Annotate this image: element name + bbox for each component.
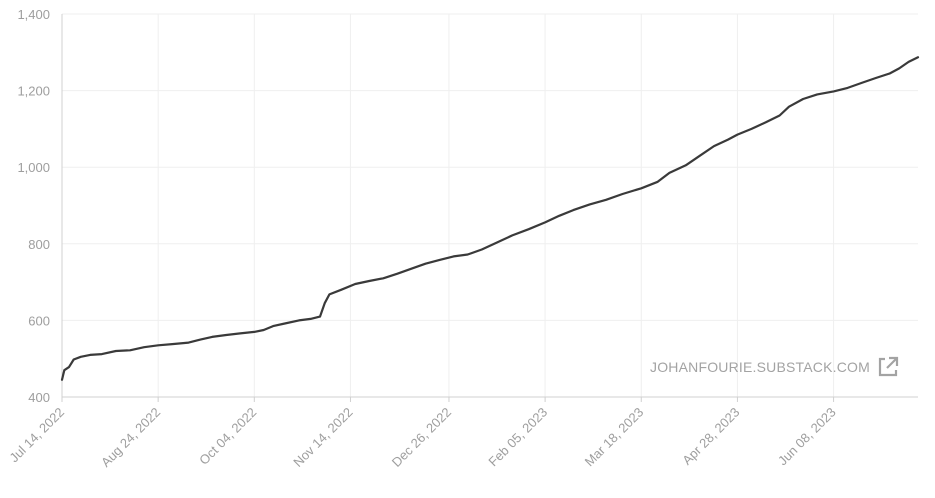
watermark[interactable]: JOHANFOURIE.SUBSTACK.COM — [650, 355, 900, 379]
external-link-icon — [878, 356, 899, 377]
x-tick-label: Mar 18, 2023 — [582, 405, 647, 470]
x-tick-label: Apr 28, 2023 — [679, 405, 742, 468]
x-tick-label: Nov 14, 2022 — [290, 405, 355, 470]
x-tick-label: Aug 24, 2022 — [98, 405, 163, 470]
y-tick-label: 600 — [28, 313, 50, 328]
chart-axes — [61, 14, 918, 402]
y-tick-label: 800 — [28, 237, 50, 252]
y-tick-label: 1,200 — [17, 84, 50, 99]
y-tick-label: 1,000 — [17, 160, 50, 175]
x-tick-label: Jul 14, 2022 — [6, 405, 67, 466]
chart-grid — [62, 13, 918, 397]
x-axis-ticks: Jul 14, 2022 Aug 24, 2022 Oct 04, 2022 Nov … — [6, 405, 838, 470]
x-tick-label: Oct 04, 2022 — [196, 405, 259, 468]
x-tick-label: Jun 08, 2023 — [775, 405, 839, 469]
chart-series — [60, 56, 920, 381]
watermark-text: JOHANFOURIE.SUBSTACK.COM — [650, 359, 871, 375]
x-tick-label: Feb 05, 2023 — [485, 405, 550, 470]
y-tick-label: 1,400 — [17, 7, 50, 22]
series-line — [60, 56, 920, 381]
x-tick-label: Dec 26, 2022 — [389, 405, 454, 470]
y-tick-label: 400 — [28, 390, 50, 405]
y-axis-ticks: 400 600 800 1,000 1,200 1,400 — [17, 7, 50, 405]
